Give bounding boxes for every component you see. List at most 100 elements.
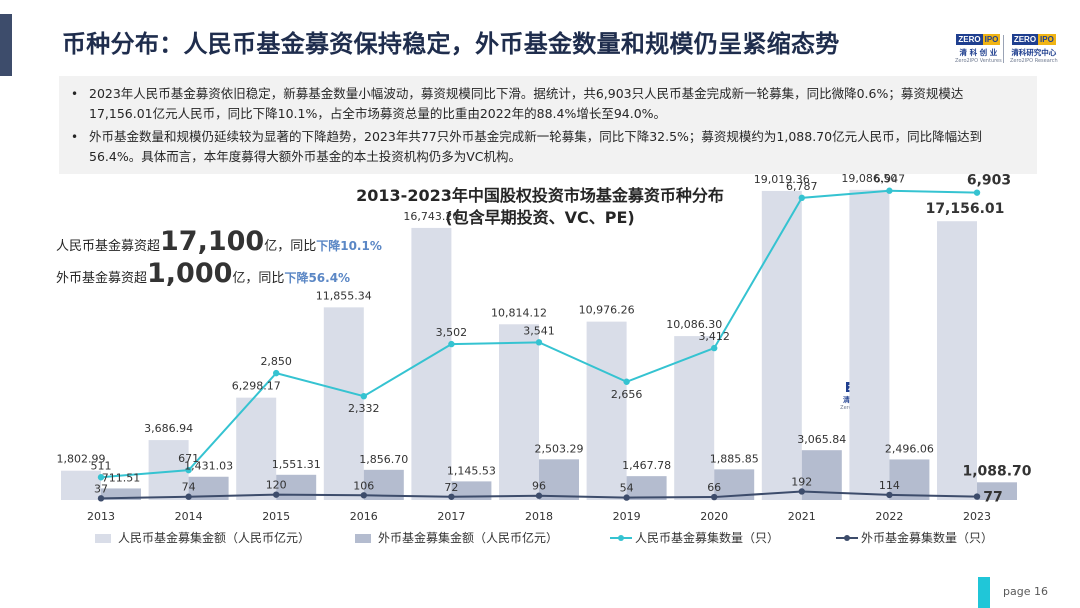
fx-count-line-point xyxy=(448,493,455,500)
x-tick-label: 2013 xyxy=(87,510,115,523)
bullet-dot-icon: • xyxy=(71,130,79,144)
x-tick-label: 2015 xyxy=(262,510,290,523)
fx-amount-bar xyxy=(101,488,141,500)
rmb-count-label: 511 xyxy=(91,459,112,472)
page-number-accent xyxy=(978,577,990,608)
rmb-count-line-point xyxy=(623,378,630,385)
fx-amount-label: 1,551.31 xyxy=(272,458,321,471)
zero2ipo-ventures-logo: ZERO IPO 清 科 创 业 Zero2IPO Ventures xyxy=(955,34,1002,64)
fx-amount-label: 711.51 xyxy=(102,471,141,484)
summary-bullet: • 外币基金数量和规模仍延续较为显著的下降趋势，2023年共77只外币基金完成新… xyxy=(71,127,1023,167)
rmb-amount-bar xyxy=(236,397,277,500)
rmb-amount-bar xyxy=(323,307,364,500)
fx-amount-label: 1,885.85 xyxy=(710,452,759,465)
fx-count-label: 77 xyxy=(983,490,1002,506)
fx-count-line-point xyxy=(623,494,630,501)
legend-label: 人民币基金募集金额（人民币亿元） xyxy=(118,530,310,545)
fx-amount-bar xyxy=(977,482,1017,500)
x-tick-label: 2014 xyxy=(175,510,203,523)
x-tick-label: 2023 xyxy=(963,510,991,523)
legend-swatch xyxy=(95,534,111,543)
rmb-amount-label: 10,976.26 xyxy=(579,304,635,317)
rmb-amount-bar xyxy=(849,189,890,501)
fx-count-line-point xyxy=(360,492,367,499)
rmb-amount-bar xyxy=(61,470,101,500)
x-tick-label: 2018 xyxy=(525,510,553,523)
legend-marker xyxy=(618,535,624,541)
fx-count-label: 54 xyxy=(620,482,634,495)
rmb-count-line-point xyxy=(886,187,893,194)
chart-title: 2013-2023年中国股权投资市场基金募资币种分布 xyxy=(356,186,724,205)
rmb-callout: 人民币基金募资超17,100亿，同比下降10.1% xyxy=(56,226,382,257)
fx-amount-label: 2,503.29 xyxy=(535,442,584,455)
fx-count-label: 192 xyxy=(791,475,812,488)
logo-divider xyxy=(1003,35,1004,63)
chart-subtitle: (包含早期投资、VC、PE) xyxy=(445,208,635,227)
x-tick-label: 2016 xyxy=(350,510,378,523)
rmb-count-line-point xyxy=(798,194,805,202)
summary-box: • 2023年人民币基金募资依旧稳定，新募基金数量小幅波动，募资规模同比下滑。据… xyxy=(59,76,1037,174)
rmb-amount-label: 6,298.17 xyxy=(232,380,281,393)
bullet-dot-icon: • xyxy=(71,87,79,101)
fx-count-line-point xyxy=(273,491,280,498)
fx-amount-label: 1,088.70 xyxy=(962,463,1031,479)
rmb-amount-label: 16,743.20 xyxy=(403,210,459,223)
fx-amount-label: 1,467.78 xyxy=(622,459,671,472)
rmb-count-label: 3,502 xyxy=(436,326,468,339)
rmb-count-label: 6,787 xyxy=(786,180,818,193)
fx-amount-label: 1,856.70 xyxy=(359,453,408,466)
summary-bullet: • 2023年人民币基金募资依旧稳定，新募基金数量小幅波动，募资规模同比下滑。据… xyxy=(71,84,1023,124)
rmb-count-line-point xyxy=(448,340,455,348)
rmb-count-line-point xyxy=(185,466,192,474)
rmb-count-line-point xyxy=(535,339,543,346)
rmb-count-label: 6,903 xyxy=(967,173,1011,189)
rmb-amount-bar xyxy=(586,321,627,500)
legend-swatch xyxy=(355,534,371,543)
fx-count-line-point xyxy=(535,492,543,499)
title-accent-bar xyxy=(0,14,12,76)
fx-amount-label: 1,431.03 xyxy=(184,460,233,473)
fx-count-line-point xyxy=(185,493,192,500)
fx-count-line-point xyxy=(711,493,718,501)
fx-amount-bar xyxy=(539,459,579,500)
fx-count-label: 72 xyxy=(444,481,458,494)
fx-count-label: 66 xyxy=(707,481,721,494)
rmb-count-label: 2,332 xyxy=(348,402,380,415)
fx-amount-label: 2,496.06 xyxy=(885,442,934,455)
fx-count-line-point xyxy=(798,488,805,495)
fx-count-line-point xyxy=(97,495,105,502)
rmb-amount-label: 1,802.99 xyxy=(57,453,106,466)
rmb-amount-label: 17,156.01 xyxy=(926,201,1005,217)
page-title: 币种分布：人民币基金募资保持稳定，外币基金数量和规模仍呈紧缩态势 xyxy=(62,30,840,58)
fx-amount-bar xyxy=(451,481,492,500)
fx-count-label: 37 xyxy=(94,482,108,495)
legend-label: 外币基金募集数量（只） xyxy=(861,530,993,545)
rmb-amount-label: 10,086.30 xyxy=(666,318,722,331)
fx-count-label: 114 xyxy=(879,479,900,492)
rmb-count-label: 3,412 xyxy=(698,330,730,343)
legend-marker xyxy=(844,535,850,541)
rmb-amount-label: 19,019.36 xyxy=(754,173,810,186)
fx-count-label: 106 xyxy=(353,479,374,492)
page-number: page 16 xyxy=(1003,585,1048,598)
rmb-amount-bar xyxy=(937,221,977,500)
x-tick-label: 2020 xyxy=(700,510,728,523)
rmb-amount-bar xyxy=(674,336,715,500)
rmb-count-line-point xyxy=(360,392,367,400)
fx-amount-label: 3,065.84 xyxy=(797,433,846,446)
x-tick-label: 2022 xyxy=(875,510,903,523)
fx-amount-bar xyxy=(626,476,667,500)
fx-amount-label: 1,145.53 xyxy=(447,464,496,477)
fx-count-line-point xyxy=(886,491,893,499)
fx-callout: 外币基金募资超1,000亿，同比下降56.4% xyxy=(56,258,351,289)
rmb-count-label: 3,541 xyxy=(523,324,555,337)
rmb-count-label: 2,656 xyxy=(611,388,643,401)
x-tick-label: 2021 xyxy=(788,510,816,523)
rmb-count-line-point xyxy=(273,369,280,377)
x-tick-label: 2019 xyxy=(613,510,641,523)
rmb-amount-label: 10,814.12 xyxy=(491,306,547,319)
fx-count-label: 74 xyxy=(182,481,196,494)
fx-amount-bar xyxy=(188,476,229,500)
rmb-amount-bar xyxy=(499,324,539,500)
